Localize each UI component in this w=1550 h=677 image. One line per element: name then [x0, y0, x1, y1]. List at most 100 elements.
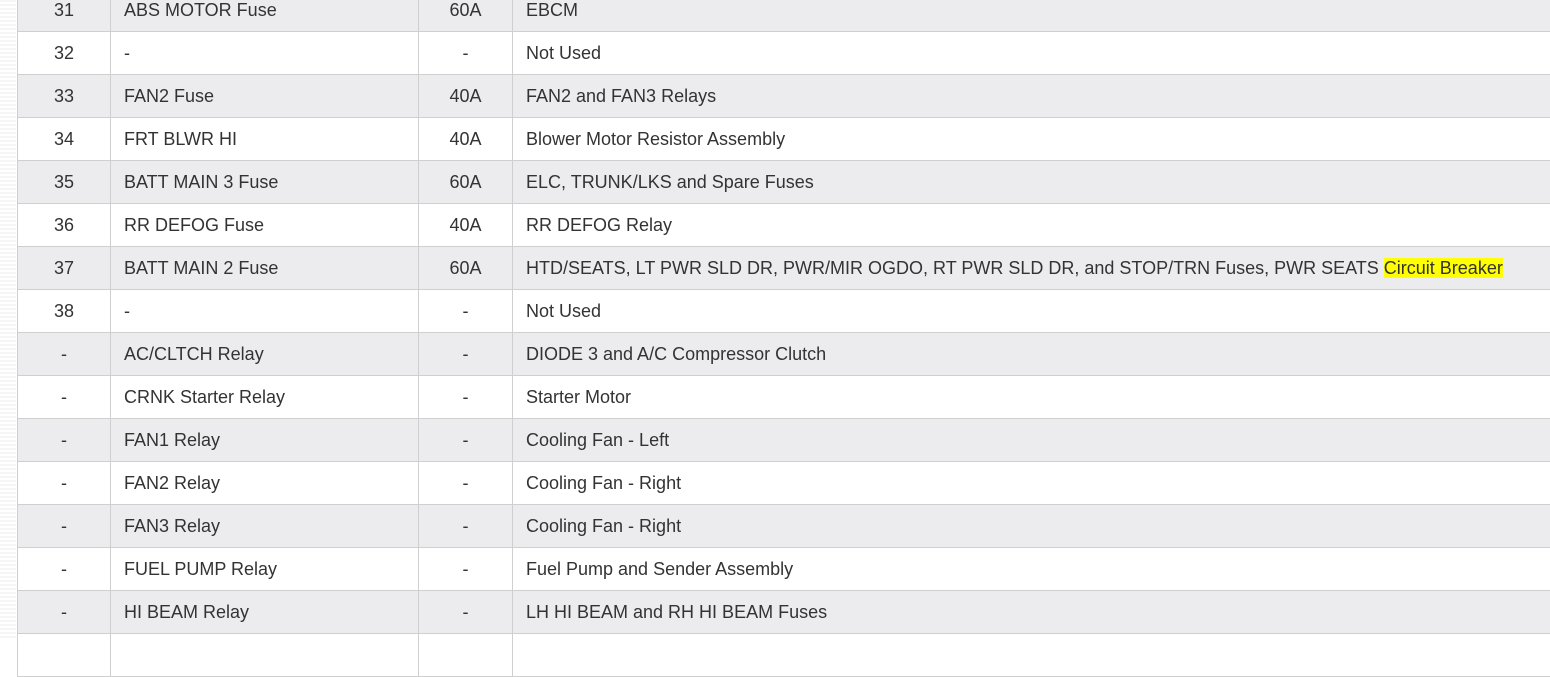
fuse-usage-cell: FAN2 and FAN3 Relays — [513, 75, 1550, 118]
fuse-name-cell: - — [111, 290, 419, 333]
fuse-name-cell: FRT BLWR HI — [111, 118, 419, 161]
fuse-name-cell — [111, 634, 419, 677]
fuse-number-cell-text: 32 — [54, 43, 74, 63]
fuse-usage-cell: RR DEFOG Relay — [513, 204, 1550, 247]
fuse-number-cell-text: - — [61, 430, 67, 450]
fuse-number-cell: - — [18, 548, 111, 591]
fuse-rating-cell-text: - — [463, 301, 469, 321]
fuse-rating-cell-text: - — [463, 602, 469, 622]
fuse-number-cell: 31 — [18, 0, 111, 32]
fuse-number-cell-text: - — [61, 602, 67, 622]
fuse-name-cell: FAN3 Relay — [111, 505, 419, 548]
fuse-rating-cell: - — [419, 333, 513, 376]
fuse-usage-cell: HTD/SEATS, LT PWR SLD DR, PWR/MIR OGDO, … — [513, 247, 1550, 290]
fuse-rating-cell: - — [419, 32, 513, 75]
fuse-rating-cell-text: 40A — [449, 215, 481, 235]
fuse-number-cell: 35 — [18, 161, 111, 204]
fuse-usage-cell: Not Used — [513, 32, 1550, 75]
fuse-number-cell: - — [18, 505, 111, 548]
fuse-usage-cell: Fuel Pump and Sender Assembly — [513, 548, 1550, 591]
fuse-usage-cell: DIODE 3 and A/C Compressor Clutch — [513, 333, 1550, 376]
fuse-rating-cell-text: - — [463, 430, 469, 450]
fuse-name-cell: FUEL PUMP Relay — [111, 548, 419, 591]
fuse-rating-cell: - — [419, 376, 513, 419]
fuse-name-cell: RR DEFOG Fuse — [111, 204, 419, 247]
fuse-number-cell: - — [18, 376, 111, 419]
fuse-name-cell: BATT MAIN 2 Fuse — [111, 247, 419, 290]
fuse-rating-cell-text: 40A — [449, 86, 481, 106]
fuse-rating-cell: 60A — [419, 0, 513, 32]
fuse-usage-cell-text: ELC, TRUNK/LKS and Spare Fuses — [526, 172, 814, 192]
fuse-number-cell-text: 35 — [54, 172, 74, 192]
fuse-name-cell: FAN2 Relay — [111, 462, 419, 505]
fuse-name-cell: HI BEAM Relay — [111, 591, 419, 634]
fuse-name-cell: CRNK Starter Relay — [111, 376, 419, 419]
table-row: 35 BATT MAIN 3 Fuse 60A ELC, TRUNK/LKS and … — [18, 161, 1550, 204]
table-row: 38--Not Used — [18, 290, 1550, 333]
fuse-number-cell-text: - — [61, 559, 67, 579]
fuse-usage-cell — [513, 634, 1550, 677]
fuse-rating-cell-text: - — [463, 387, 469, 407]
fuse-number-cell: 37 — [18, 247, 111, 290]
table-row: - FAN2 Relay - Cooling Fan - Right — [18, 462, 1550, 505]
fuse-rating-cell-text: - — [463, 473, 469, 493]
fuse-name-cell-text: FAN2 Relay — [124, 473, 220, 493]
fuse-rating-cell: - — [419, 419, 513, 462]
fuse-name-cell-text: - — [124, 43, 130, 63]
fuse-name-cell-text: HI BEAM Relay — [124, 602, 249, 622]
table-row: - HI BEAM Relay - LH HI BEAM and RH HI BEAM… — [18, 591, 1550, 634]
fuse-number-cell: - — [18, 591, 111, 634]
fuse-rating-cell: 40A — [419, 118, 513, 161]
fuse-name-cell-text: FAN2 Fuse — [124, 86, 214, 106]
fuse-name-cell-text: RR DEFOG Fuse — [124, 215, 264, 235]
table-row: 33 FAN2 Fuse 40A FAN2 and FAN3 Relays — [18, 75, 1550, 118]
fuse-rating-cell: - — [419, 462, 513, 505]
fuse-number-cell-text: - — [61, 473, 67, 493]
fuse-rating-cell-text: 60A — [449, 0, 481, 20]
fuse-number-cell-text: - — [61, 387, 67, 407]
table-row: -AC/CLTCH Relay-DIODE 3 and A/C Compress… — [18, 333, 1550, 376]
fuse-rating-cell-text: 60A — [449, 172, 481, 192]
fuse-usage-cell-text: Cooling Fan - Left — [526, 430, 669, 450]
fuse-name-cell-text: CRNK Starter Relay — [124, 387, 285, 407]
fuse-number-cell: 36 — [18, 204, 111, 247]
fuse-name-cell: - — [111, 32, 419, 75]
fuse-usage-cell-text: Cooling Fan - Right — [526, 473, 681, 493]
fuse-usage-cell-text: Blower Motor Resistor Assembly — [526, 129, 785, 149]
fuse-number-cell-text: 37 — [54, 258, 74, 278]
fuse-rating-cell: - — [419, 505, 513, 548]
fuse-usage-cell-text: Cooling Fan - Right — [526, 516, 681, 536]
fuse-rating-cell-text: - — [463, 559, 469, 579]
fuse-usage-cell: LH HI BEAM and RH HI BEAM Fuses — [513, 591, 1550, 634]
fuse-usage-cell-text: FAN2 and FAN3 Relays — [526, 86, 716, 106]
table-row: 32 - - Not Used — [18, 32, 1550, 75]
fuse-name-cell-text: FAN1 Relay — [124, 430, 220, 450]
fuse-number-cell-text: 33 — [54, 86, 74, 106]
fuse-usage-cell-text: HTD/SEATS, LT PWR SLD DR, PWR/MIR OGDO, … — [526, 258, 1384, 278]
fuse-usage-cell: EBCM — [513, 0, 1550, 32]
fuse-rating-cell: 40A — [419, 204, 513, 247]
fuse-number-cell-text: - — [61, 344, 67, 364]
fuse-number-cell-text: 34 — [54, 129, 74, 149]
fuse-name-cell-text: BATT MAIN 3 Fuse — [124, 172, 278, 192]
table-row — [18, 634, 1550, 677]
fuse-usage-cell-text: Fuel Pump and Sender Assembly — [526, 559, 793, 579]
fuse-name-cell: FAN2 Fuse — [111, 75, 419, 118]
fuse-rating-cell: 60A — [419, 161, 513, 204]
fuse-number-cell: - — [18, 462, 111, 505]
table-row: -FAN3 Relay-Cooling Fan - Right — [18, 505, 1550, 548]
fuse-rating-cell-text: - — [463, 43, 469, 63]
fuse-name-cell: AC/CLTCH Relay — [111, 333, 419, 376]
fuse-rating-cell-text: 40A — [449, 129, 481, 149]
fuse-name-cell-text: AC/CLTCH Relay — [124, 344, 264, 364]
fuse-usage-cell: ELC, TRUNK/LKS and Spare Fuses — [513, 161, 1550, 204]
fuse-name-cell-text: FAN3 Relay — [124, 516, 220, 536]
fuse-rating-cell: - — [419, 290, 513, 333]
fuse-number-cell: 33 — [18, 75, 111, 118]
fuse-usage-cell-text: Not Used — [526, 301, 601, 321]
fuse-usage-cell-text: DIODE 3 and A/C Compressor Clutch — [526, 344, 826, 364]
fuse-usage-cell: Cooling Fan - Right — [513, 505, 1550, 548]
fuse-usage-cell: Cooling Fan - Left — [513, 419, 1550, 462]
fuse-rating-cell-text: - — [463, 516, 469, 536]
